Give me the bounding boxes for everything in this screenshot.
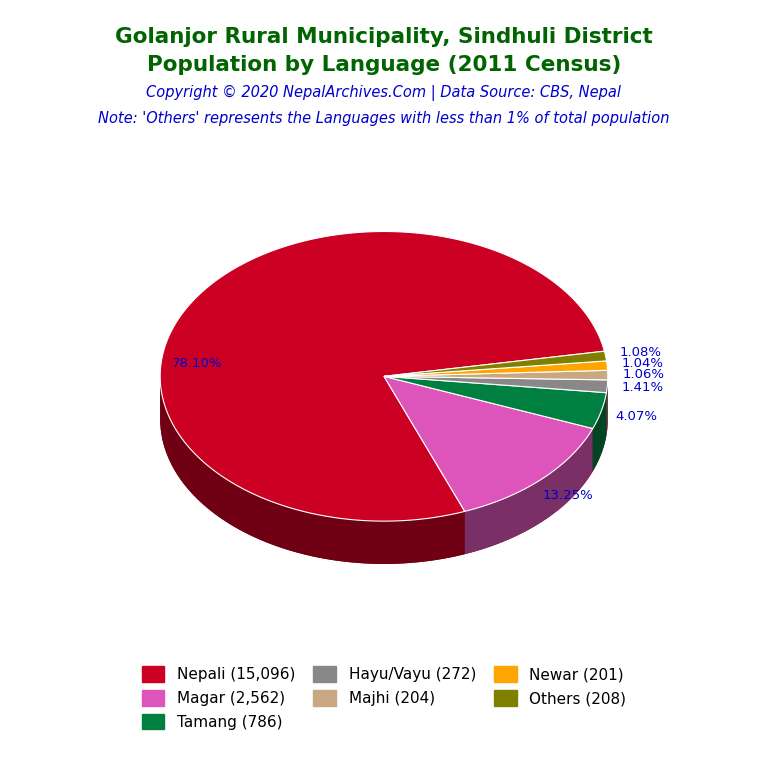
Legend: Nepali (15,096), Magar (2,562), Tamang (786), Hayu/Vayu (272), Majhi (204), Newa: Nepali (15,096), Magar (2,562), Tamang (… xyxy=(134,659,634,737)
Text: Population by Language (2011 Census): Population by Language (2011 Census) xyxy=(147,55,621,75)
Text: Golanjor Rural Municipality, Sindhuli District: Golanjor Rural Municipality, Sindhuli Di… xyxy=(115,27,653,47)
Text: 1.08%: 1.08% xyxy=(620,346,662,359)
Text: 78.10%: 78.10% xyxy=(172,356,223,369)
Polygon shape xyxy=(161,231,604,521)
Polygon shape xyxy=(465,429,593,554)
Polygon shape xyxy=(384,376,607,392)
Polygon shape xyxy=(384,370,607,380)
Polygon shape xyxy=(161,377,465,564)
Text: 1.06%: 1.06% xyxy=(623,369,664,382)
Polygon shape xyxy=(384,351,607,376)
Polygon shape xyxy=(593,392,607,472)
Text: Copyright © 2020 NepalArchives.Com | Data Source: CBS, Nepal: Copyright © 2020 NepalArchives.Com | Dat… xyxy=(147,85,621,101)
Polygon shape xyxy=(384,376,593,511)
Text: 1.04%: 1.04% xyxy=(622,357,664,370)
Text: 4.07%: 4.07% xyxy=(615,410,657,423)
Text: Note: 'Others' represents the Languages with less than 1% of total population: Note: 'Others' represents the Languages … xyxy=(98,111,670,126)
Polygon shape xyxy=(384,376,607,429)
Polygon shape xyxy=(384,361,607,376)
Text: 1.41%: 1.41% xyxy=(622,382,664,395)
Text: 13.25%: 13.25% xyxy=(542,488,593,502)
Polygon shape xyxy=(161,376,607,564)
